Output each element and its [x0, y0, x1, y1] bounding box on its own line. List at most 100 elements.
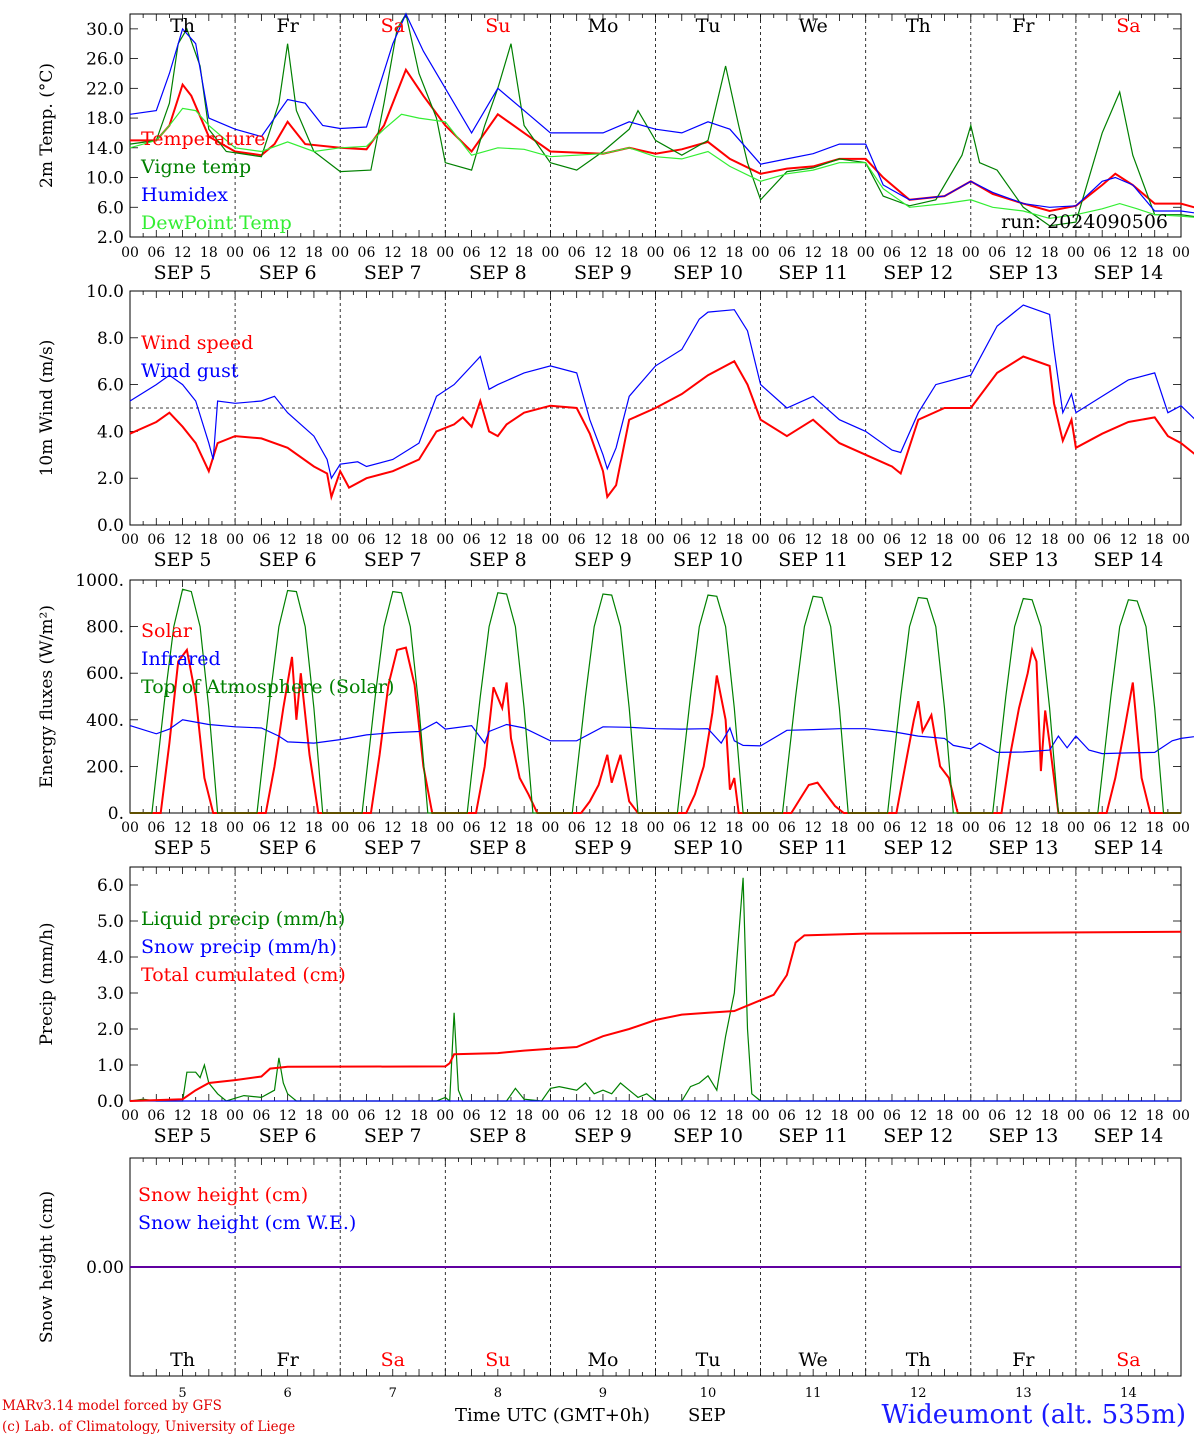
hour-label: 06 — [252, 532, 270, 548]
weekday-label-bottom: Th — [906, 1349, 931, 1371]
hour-label: 12 — [489, 245, 507, 261]
date-label: SEP 9 — [574, 1125, 632, 1147]
hour-label: 06 — [673, 820, 691, 836]
legend-entry: Wind speed — [141, 332, 253, 354]
y-tick-label: 400. — [86, 711, 124, 731]
hour-label: 00 — [962, 1108, 980, 1124]
hour-label: 06 — [883, 1108, 901, 1124]
y-tick-label: 18.0 — [86, 109, 124, 129]
hour-label: 12 — [384, 820, 402, 836]
hour-label: 18 — [1041, 245, 1059, 261]
y-tick-label: 2.0 — [97, 228, 124, 248]
hour-label: 06 — [778, 820, 796, 836]
day-number: 7 — [389, 1386, 397, 1401]
y-tick-label: 3.0 — [97, 984, 124, 1004]
y-tick-label: 600. — [86, 664, 124, 684]
hour-label: 00 — [121, 532, 139, 548]
weekday-label-bottom: Su — [485, 1349, 510, 1371]
series-line-infrared — [129, 719, 1194, 755]
hour-label: 00 — [331, 245, 349, 261]
hour-label: 12 — [804, 1108, 822, 1124]
date-label: SEP 11 — [778, 549, 848, 571]
series-line-solar — [130, 646, 1181, 814]
hour-label: 12 — [1120, 820, 1138, 836]
hour-label: 18 — [410, 245, 428, 261]
hour-label: 00 — [1172, 1108, 1190, 1124]
legend-entry: Snow height (cm) — [138, 1184, 308, 1206]
weekday-label-bottom: Tu — [696, 1349, 721, 1371]
date-label: SEP 12 — [883, 837, 953, 859]
hour-label: 12 — [594, 820, 612, 836]
hour-label: 18 — [831, 245, 849, 261]
hour-label: 18 — [200, 532, 218, 548]
y-tick-label: 0. — [108, 804, 124, 824]
hour-label: 18 — [620, 245, 638, 261]
day-number: 8 — [494, 1386, 502, 1401]
legend-entry: Vigne temp — [140, 156, 251, 178]
hour-label: 12 — [804, 532, 822, 548]
hour-label: 06 — [1093, 1108, 1111, 1124]
hour-label: 00 — [752, 532, 770, 548]
hour-label: 12 — [384, 532, 402, 548]
hour-label: 06 — [147, 820, 165, 836]
hour-label: 18 — [831, 532, 849, 548]
date-label: SEP 6 — [259, 549, 317, 571]
weekday-label-bottom: Fr — [1012, 1349, 1035, 1371]
weekday-label-bottom: Mo — [587, 1349, 618, 1371]
hour-label: 12 — [279, 245, 297, 261]
hour-label: 00 — [541, 245, 559, 261]
weekday-label-bottom: Th — [170, 1349, 195, 1371]
hour-label: 18 — [410, 820, 428, 836]
series-line-vigne-temp — [129, 12, 1194, 227]
y-tick-label: 5.0 — [97, 912, 124, 932]
hour-label: 12 — [1014, 1108, 1032, 1124]
hour-label: 00 — [1067, 245, 1085, 261]
hour-label: 18 — [305, 1108, 323, 1124]
date-label: SEP 5 — [154, 837, 212, 859]
hour-label: 18 — [725, 532, 743, 548]
legend-entry: Temperature — [141, 128, 265, 150]
y-tick-label: 6.0 — [97, 198, 124, 218]
hour-label: 06 — [883, 532, 901, 548]
day-number: 5 — [178, 1386, 186, 1401]
y-tick-label: 6.0 — [97, 376, 124, 396]
hour-label: 00 — [962, 245, 980, 261]
y-tick-label: 10.0 — [86, 282, 124, 302]
date-label: SEP 8 — [469, 549, 527, 571]
legend-entry: DewPoint Temp — [141, 212, 292, 234]
hour-label: 18 — [200, 245, 218, 261]
hour-label: 00 — [752, 1108, 770, 1124]
date-label: SEP 5 — [154, 262, 212, 284]
day-number: 12 — [910, 1386, 927, 1401]
series-line-wind-gust — [129, 304, 1194, 480]
hour-label: 00 — [541, 820, 559, 836]
date-label: SEP 5 — [154, 549, 212, 571]
model-credit: MARv3.14 model forced by GFS — [2, 1398, 222, 1414]
hour-label: 06 — [1093, 820, 1111, 836]
y-tick-label: 1.0 — [97, 1056, 124, 1076]
legend-entry: Humidex — [141, 184, 228, 206]
series-line-humidex — [129, 12, 1194, 214]
weekday-label-top: Th — [906, 15, 931, 37]
y-axis-label: Precip (mm/h) — [37, 922, 57, 1045]
hour-label: 18 — [936, 1108, 954, 1124]
hour-label: 06 — [147, 245, 165, 261]
y-tick-label: 14.0 — [86, 139, 124, 159]
hour-label: 12 — [174, 245, 192, 261]
hour-label: 00 — [331, 532, 349, 548]
hour-label: 18 — [620, 1108, 638, 1124]
hour-label: 00 — [226, 820, 244, 836]
date-label: SEP 7 — [364, 549, 422, 571]
hour-label: 06 — [673, 532, 691, 548]
hour-label: 12 — [699, 1108, 717, 1124]
hour-label: 06 — [463, 1108, 481, 1124]
date-label: SEP 14 — [1094, 837, 1164, 859]
series-line-top-of-atmosphere-solar- — [130, 588, 1181, 814]
hour-label: 00 — [1172, 820, 1190, 836]
hour-label: 18 — [515, 1108, 533, 1124]
hour-label: 06 — [358, 245, 376, 261]
hour-label: 06 — [883, 245, 901, 261]
weekday-label-top: We — [799, 15, 828, 37]
hour-label: 00 — [331, 1108, 349, 1124]
hour-label: 12 — [279, 1108, 297, 1124]
